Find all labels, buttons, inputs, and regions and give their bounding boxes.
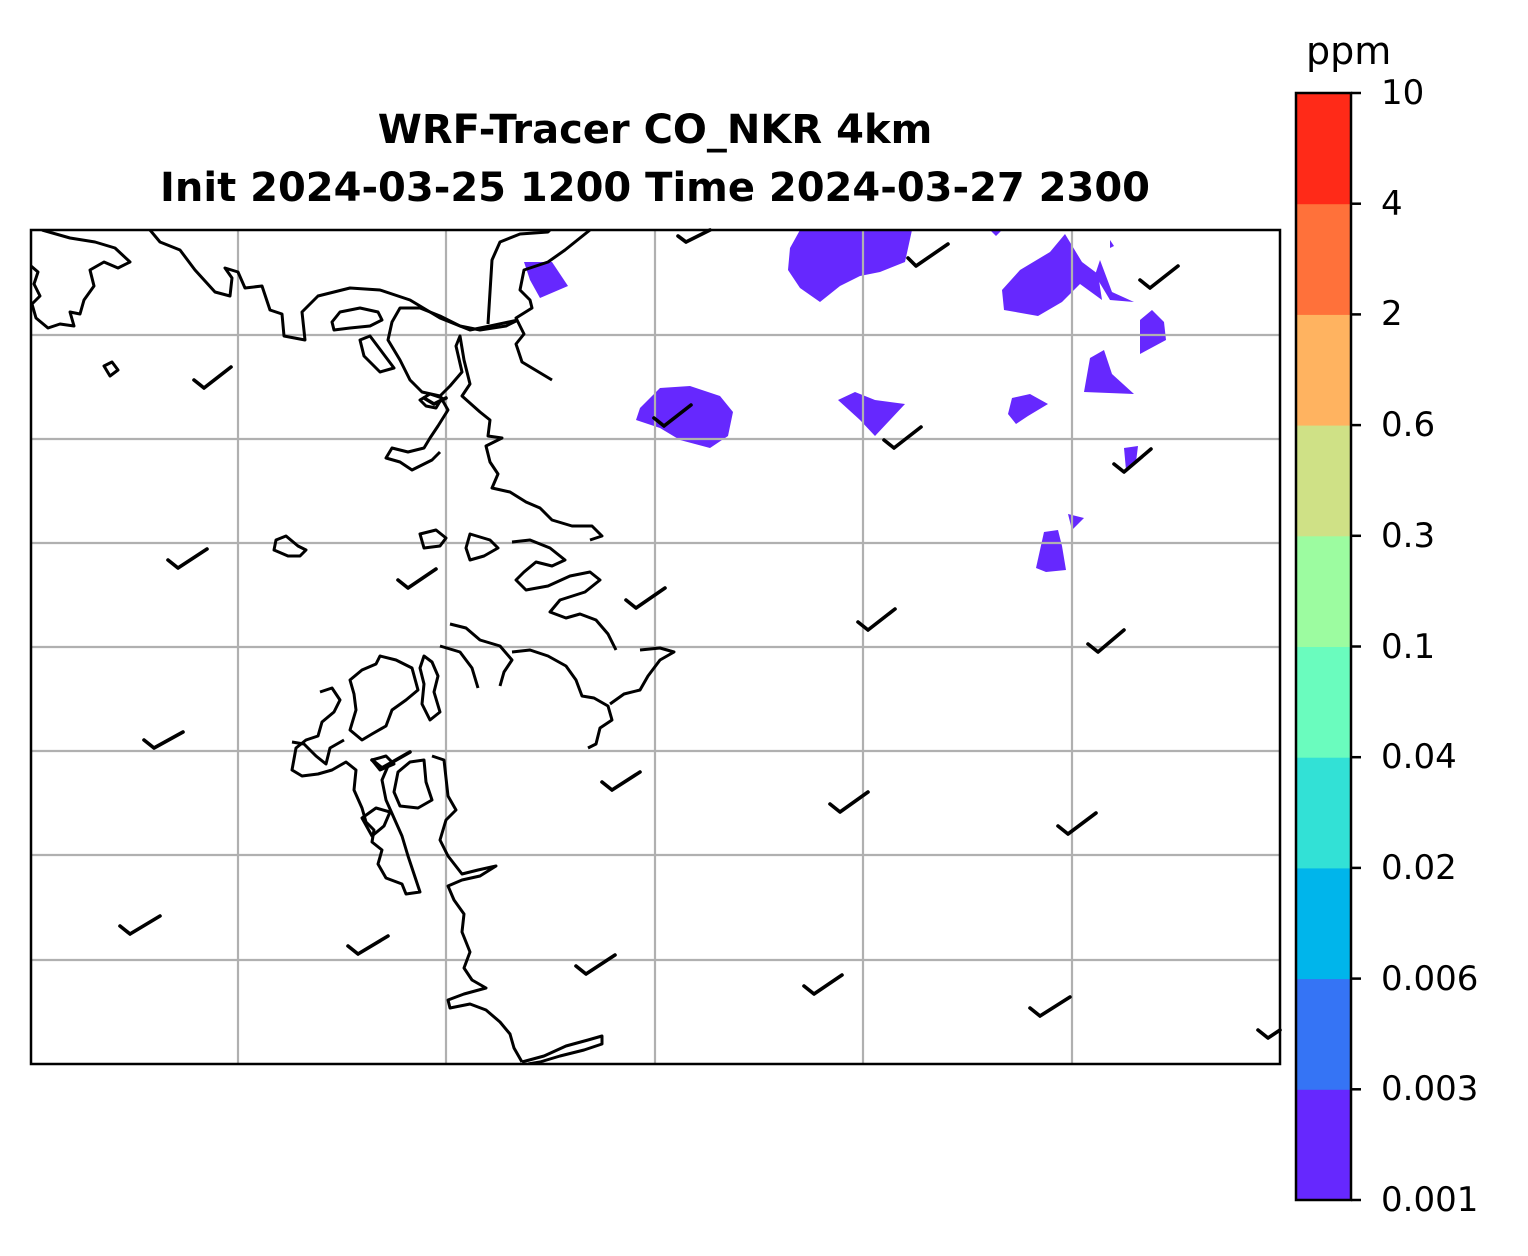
tracer-contour (1084, 350, 1134, 394)
wind-barb (906, 242, 950, 268)
wind-barb (422, 396, 448, 406)
colorbar-band (1296, 535, 1351, 647)
coastline (521, 1034, 604, 1064)
colorbar-band (1296, 314, 1351, 426)
coastline (464, 532, 500, 562)
coastline (272, 534, 308, 558)
wind-barb (1028, 995, 1072, 1018)
wind-barb (142, 730, 185, 750)
coastlines (31, 230, 676, 1064)
tracer-contour (1008, 394, 1048, 424)
wind-barb (828, 790, 870, 814)
coastline (31, 230, 132, 330)
coastline (148, 230, 519, 342)
colorbar-band (1296, 978, 1351, 1090)
coastline (392, 758, 434, 810)
coastline (511, 538, 618, 651)
colorbar-unit-label: ppm (1306, 29, 1392, 73)
wind-barbs (118, 228, 1282, 1040)
coastline (102, 360, 120, 378)
colorbar-tick-label: 0.006 (1381, 958, 1479, 999)
colorbar-band (1296, 93, 1351, 205)
colorbar-band (1296, 203, 1351, 315)
colorbar-tick-label: 0.001 (1381, 1180, 1479, 1220)
wind-barb (118, 914, 162, 936)
wind-barb (676, 228, 712, 244)
wind-barb (574, 953, 617, 976)
tracer-contour (838, 392, 905, 436)
map-title-line-2: Init 2024-03-25 1200 Time 2024-03-27 230… (160, 165, 1150, 211)
map-title-line-1: WRF-Tracer CO_NKR 4km (377, 107, 933, 153)
colorbar-tick-label: 10 (1381, 73, 1425, 113)
coastline (486, 230, 552, 325)
tracer-contour (1036, 530, 1066, 572)
wind-barb (882, 425, 923, 450)
coastline (386, 306, 604, 542)
wind-barb (1138, 264, 1180, 290)
tracer-contour (1140, 310, 1166, 354)
tracer-contour (1095, 260, 1134, 302)
tracer-contour (788, 230, 912, 302)
coastline (418, 654, 442, 722)
colorbar-tick-label: 0.02 (1381, 847, 1457, 888)
wind-barb (370, 750, 412, 770)
colorbar-tick-label: 0.04 (1381, 737, 1457, 778)
colorbar-band (1296, 867, 1351, 980)
colorbar-tick-label: 4 (1381, 183, 1403, 224)
colorbar-tick-label: 0.6 (1381, 405, 1436, 446)
tracer-contour (990, 230, 1002, 236)
coastline (290, 686, 422, 896)
coastline (431, 754, 524, 1063)
tracer-contour (1110, 240, 1114, 248)
coastline (609, 646, 676, 706)
wind-barb (1086, 628, 1126, 654)
colorbar-band (1296, 646, 1351, 758)
coastline (348, 654, 420, 742)
colorbar-band (1296, 1089, 1351, 1201)
wind-barb (166, 547, 209, 570)
wind-barb (802, 973, 844, 996)
colorbar-band (1296, 425, 1351, 537)
tracer-contour (524, 262, 568, 298)
tracer-contour (1124, 446, 1138, 470)
colorbar-tick-label: 0.1 (1381, 626, 1436, 667)
colorbar-band (1296, 757, 1351, 869)
coastline (360, 806, 392, 838)
coastline (291, 738, 345, 766)
tracer-contour (636, 386, 733, 448)
wind-barb (652, 403, 693, 428)
colorbar-tick-label: 0.003 (1381, 1069, 1479, 1110)
wind-barb (396, 567, 438, 590)
wind-barb (856, 607, 897, 632)
coastline (514, 230, 591, 382)
colorbar-tick-label: 2 (1381, 294, 1403, 335)
coastline (384, 395, 450, 472)
coastline (449, 622, 514, 687)
wind-barb (600, 770, 642, 792)
coastline (439, 644, 480, 689)
wind-barb (624, 586, 667, 610)
wind-barb (1256, 1028, 1282, 1040)
colorbar (1294, 91, 1361, 1202)
tracer-contour (1002, 234, 1102, 316)
coastline (418, 528, 448, 550)
colorbar-tick-label: 0.3 (1381, 515, 1436, 556)
coastline (370, 754, 396, 772)
coastline (330, 306, 384, 332)
wind-barb (1056, 811, 1098, 836)
wind-barb (346, 934, 390, 956)
wind-barb (192, 365, 233, 390)
coastline (511, 648, 614, 750)
tracer-contour (1068, 514, 1084, 530)
tracer-contours (524, 230, 1166, 572)
coastline (358, 334, 396, 374)
map-frame (29, 228, 1282, 1066)
wind-barb (1112, 447, 1153, 474)
